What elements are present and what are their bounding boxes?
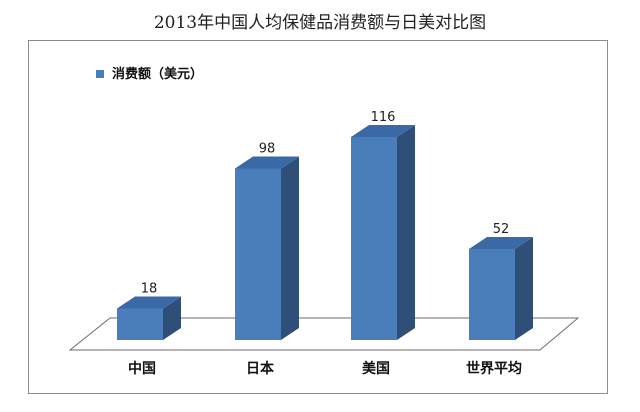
data-label: 52 (493, 222, 510, 237)
x-tick-label: 美国 (362, 360, 390, 377)
bar (235, 168, 281, 340)
data-label: 116 (371, 110, 396, 125)
bar-top (235, 156, 299, 169)
bar-top (117, 296, 181, 309)
x-tick-label: 中国 (128, 360, 156, 377)
bar (469, 249, 515, 340)
bar-side (281, 156, 299, 340)
bar (117, 308, 163, 340)
data-label: 98 (259, 142, 276, 157)
legend-label: 消费额（美元） (112, 66, 203, 82)
bar-top (351, 125, 415, 137)
x-tick-label: 世界平均 (466, 360, 522, 377)
chart-title: 2013年中国人均保健品消费额与日美对比图 (153, 13, 487, 33)
data-label: 18 (141, 282, 158, 297)
bar-side (515, 237, 533, 340)
x-tick-label: 日本 (246, 360, 275, 377)
bar-side (163, 296, 181, 340)
legend-swatch (96, 70, 104, 78)
chart-floor (68, 317, 580, 351)
bar (351, 137, 397, 340)
bar-top (469, 237, 533, 249)
bar-side (397, 125, 415, 340)
